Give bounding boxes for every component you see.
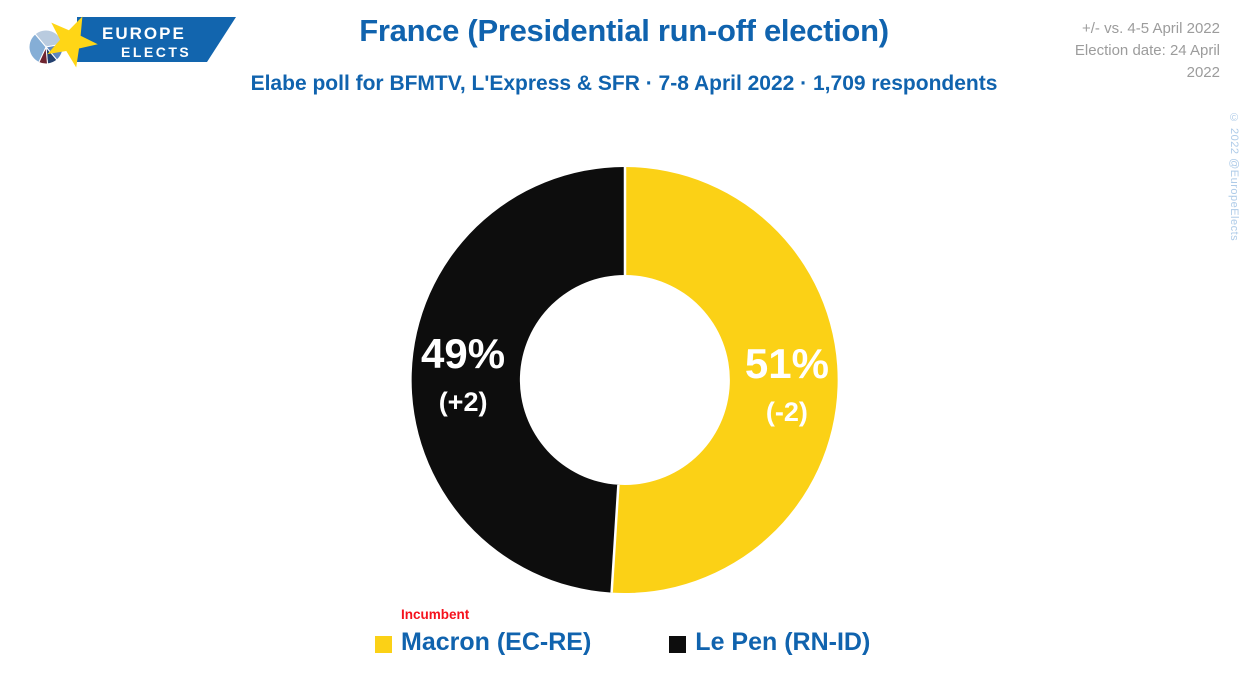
logo-pie-icon	[28, 29, 64, 65]
donut-chart-svg: 51% (-2) 49% (+2)	[411, 166, 838, 593]
copyright-watermark: © 2022 @EuropeElects	[1228, 112, 1240, 242]
slice-value-label: 51%	[745, 340, 829, 387]
star-icon	[47, 16, 98, 68]
comparison-note-line: +/- vs. 4-5 April 2022	[1082, 20, 1220, 37]
comparison-note: +/- vs. 4-5 April 2022 Election date: 24…	[1042, 18, 1220, 84]
logo-banner	[77, 17, 236, 62]
legend-swatch	[669, 635, 687, 653]
logo-text-europe: EUROPE	[102, 24, 186, 43]
slice-value-label: 49%	[421, 330, 505, 377]
slice-change-label: (-2)	[766, 397, 808, 427]
incumbent-tag: Incumbent	[401, 607, 470, 622]
logo-text-elects: ELECTS	[121, 44, 191, 60]
donut-slice-0	[611, 167, 838, 593]
slice-divider	[610, 484, 620, 593]
legend-item-0: Incumbent Macron (EC-RE)	[375, 607, 592, 657]
slice-change-label: (+2)	[439, 387, 488, 417]
legend-label: Le Pen (RN-ID)	[695, 628, 871, 656]
poll-subtitle: Elabe poll for BFMTV, L'Express & SFR · …	[250, 72, 998, 95]
donut-chart: 51% (-2) 49% (+2)	[405, 160, 845, 600]
legend-label: Macron (EC-RE)	[401, 628, 592, 656]
page-title: France (Presidential run-off election)	[359, 13, 889, 48]
legend-item-1: Le Pen (RN-ID)	[669, 628, 870, 657]
europe-elects-logo: EUROPE ELECTS	[28, 16, 236, 68]
donut-slice-1	[411, 166, 625, 593]
election-date-note: Election date: 24 April 2022	[1074, 42, 1220, 81]
legend-swatch	[375, 635, 392, 653]
chart-legend: Incumbent Macron (EC-RE) Le Pen (RN-ID)	[375, 607, 870, 657]
